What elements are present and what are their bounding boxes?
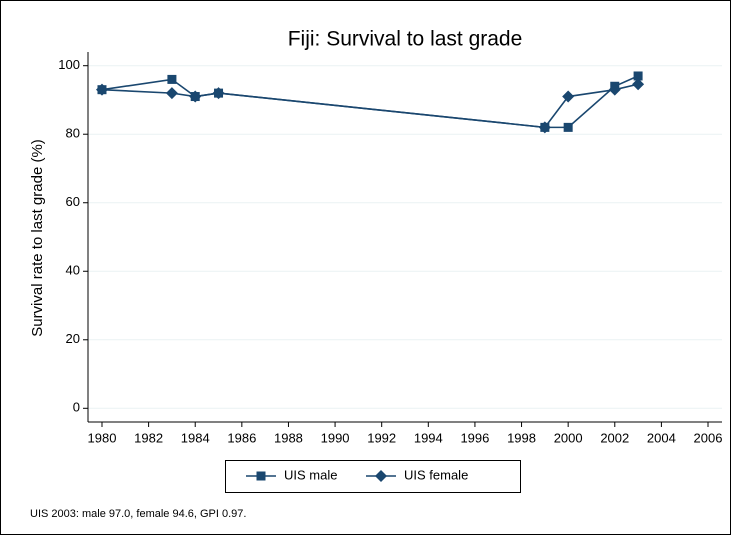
y-tick-label: 40 <box>66 263 80 278</box>
marker <box>563 122 573 132</box>
x-tick-label: 1998 <box>507 430 536 445</box>
x-tick-label: 1996 <box>460 430 489 445</box>
marker <box>562 90 575 103</box>
x-tick-label: 1984 <box>181 430 210 445</box>
marker <box>608 83 621 96</box>
marker <box>167 74 177 84</box>
x-tick-label: 1982 <box>134 430 163 445</box>
legend-marker <box>375 470 387 482</box>
legend-marker <box>256 471 266 481</box>
y-tick-label: 100 <box>58 57 80 72</box>
marker <box>538 121 551 134</box>
chart-title: Fiji: Survival to last grade <box>288 28 523 51</box>
x-tick-label: 1994 <box>414 430 443 445</box>
y-tick-label: 60 <box>66 194 80 209</box>
marker <box>165 87 178 100</box>
y-tick-label: 20 <box>66 331 80 346</box>
x-tick-label: 1980 <box>88 430 117 445</box>
x-tick-label: 2000 <box>554 430 583 445</box>
marker <box>189 90 202 103</box>
y-tick-label: 80 <box>66 126 80 141</box>
marker <box>632 78 645 91</box>
marker <box>212 87 225 100</box>
x-tick-label: 1986 <box>227 430 256 445</box>
note: UIS 2003: male 97.0, female 94.6, GPI 0.… <box>30 508 246 520</box>
y-tick-label: 0 <box>73 400 80 415</box>
x-tick-label: 1990 <box>321 430 350 445</box>
x-tick-label: 1988 <box>274 430 303 445</box>
x-tick-label: 2002 <box>600 430 629 445</box>
y-axis-label: Survival rate to last grade (%) <box>29 139 46 337</box>
marker <box>633 71 643 81</box>
x-tick-label: 1992 <box>367 430 396 445</box>
legend-label: UIS male <box>284 467 337 482</box>
x-tick-label: 2004 <box>647 430 676 445</box>
x-tick-label: 2006 <box>694 430 723 445</box>
legend-label: UIS female <box>404 467 468 482</box>
marker <box>95 83 108 96</box>
